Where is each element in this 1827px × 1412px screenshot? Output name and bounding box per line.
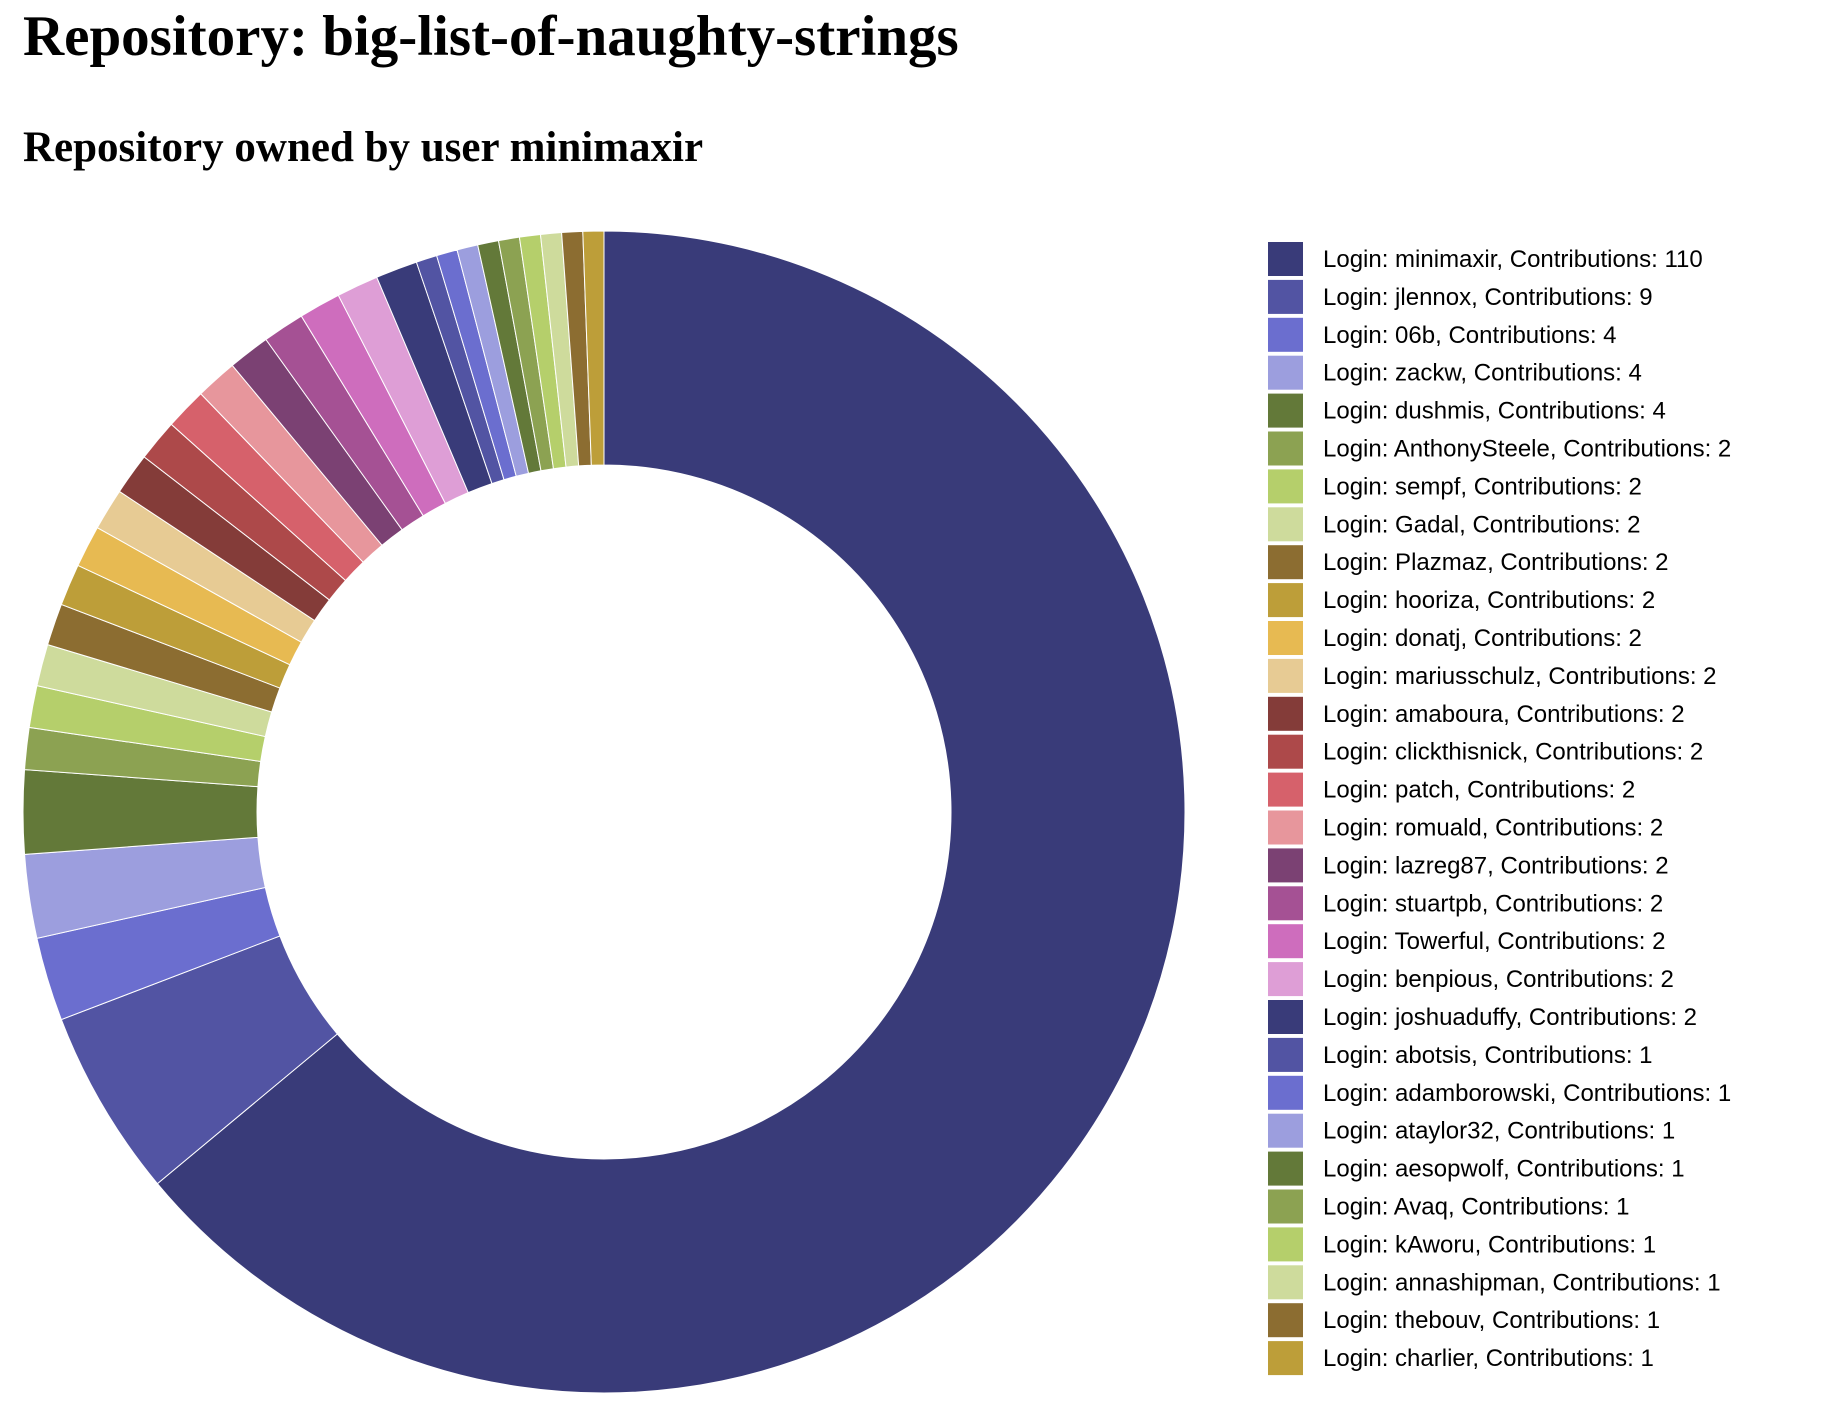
legend-item: Login: Towerful, Contributions: 2 (1268, 924, 1665, 959)
legend-label: Login: adamborowski, Contributions: 1 (1323, 1080, 1731, 1107)
legend-swatch (1268, 1151, 1303, 1186)
legend-label: Login: donatj, Contributions: 2 (1323, 625, 1642, 652)
legend-label: Login: clickthisnick, Contributions: 2 (1323, 739, 1703, 766)
legend-item: Login: patch, Contributions: 2 (1268, 772, 1635, 807)
legend-label: Login: joshuaduffy, Contributions: 2 (1323, 1004, 1697, 1031)
legend-label: Login: dushmis, Contributions: 4 (1323, 398, 1666, 425)
legend-label: Login: amaboura, Contributions: 2 (1323, 701, 1685, 728)
legend-label: Login: jlennox, Contributions: 9 (1323, 284, 1653, 311)
legend-item: Login: hooriza, Contributions: 2 (1268, 583, 1655, 618)
legend-label: Login: patch, Contributions: 2 (1323, 777, 1635, 804)
legend-swatch (1268, 469, 1303, 504)
slice-charlier[interactable] (582, 230, 605, 466)
legend-label: Login: annashipman, Contributions: 1 (1323, 1269, 1721, 1296)
page-subtitle: Repository owned by user minimaxir (23, 124, 704, 171)
legend-swatch (1268, 393, 1303, 428)
legend-item: Login: ataylor32, Contributions: 1 (1268, 1113, 1675, 1148)
legend-swatch (1268, 317, 1303, 352)
legend-swatch (1268, 545, 1303, 580)
legend-label: Login: aesopwolf, Contributions: 1 (1323, 1156, 1685, 1183)
legend-swatch (1268, 1265, 1303, 1300)
legend-label: Login: benpious, Contributions: 2 (1323, 966, 1674, 993)
legend-item: Login: 06b, Contributions: 4 (1268, 317, 1617, 352)
legend-label: Login: ataylor32, Contributions: 1 (1323, 1118, 1675, 1145)
legend-swatch (1268, 962, 1303, 997)
legend-item: Login: kAworu, Contributions: 1 (1268, 1227, 1656, 1262)
legend-swatch (1268, 848, 1303, 883)
legend-label: Login: Avaq, Contributions: 1 (1323, 1194, 1629, 1221)
legend-item: Login: romuald, Contributions: 2 (1268, 810, 1663, 845)
legend-item: Login: annashipman, Contributions: 1 (1268, 1265, 1721, 1300)
legend-label: Login: stuartpb, Contributions: 2 (1323, 890, 1663, 917)
legend-item: Login: adamborowski, Contributions: 1 (1268, 1075, 1731, 1110)
legend-item: Login: mariusschulz, Contributions: 2 (1268, 658, 1717, 693)
legend-swatch (1268, 1303, 1303, 1338)
legend-label: Login: Gadal, Contributions: 2 (1323, 511, 1641, 538)
legend-label: Login: Towerful, Contributions: 2 (1323, 928, 1665, 955)
legend-item: Login: charlier, Contributions: 1 (1268, 1341, 1654, 1376)
chart-legend: Login: minimaxir, Contributions: 110 Logi… (1268, 242, 1731, 1376)
legend-item: Login: zackw, Contributions: 4 (1268, 355, 1642, 390)
legend-label: Login: thebouv, Contributions: 1 (1323, 1307, 1660, 1334)
legend-label: Login: lazreg87, Contributions: 2 (1323, 852, 1669, 879)
legend-label: Login: mariusschulz, Contributions: 2 (1323, 663, 1717, 690)
legend-swatch (1268, 1341, 1303, 1376)
legend-label: Login: 06b, Contributions: 4 (1323, 322, 1617, 349)
legend-swatch (1268, 1227, 1303, 1262)
legend-item: Login: Gadal, Contributions: 2 (1268, 507, 1641, 542)
legend-label: Login: hooriza, Contributions: 2 (1323, 587, 1655, 614)
legend-swatch (1268, 1113, 1303, 1148)
legend-item: Login: stuartpb, Contributions: 2 (1268, 886, 1663, 921)
legend-swatch (1268, 1189, 1303, 1224)
legend-swatch (1268, 355, 1303, 390)
legend-item: Login: joshuaduffy, Contributions: 2 (1268, 1000, 1697, 1034)
legend-swatch (1268, 924, 1303, 959)
legend-swatch (1268, 696, 1303, 731)
legend-swatch (1268, 279, 1303, 314)
legend-item: Login: Avaq, Contributions: 1 (1268, 1189, 1629, 1224)
legend-swatch (1268, 734, 1303, 769)
legend-item: Login: amaboura, Contributions: 2 (1268, 696, 1685, 731)
legend-item: Login: lazreg87, Contributions: 2 (1268, 848, 1669, 883)
legend-swatch (1268, 658, 1303, 693)
legend-item: Login: Plazmaz, Contributions: 2 (1268, 545, 1669, 580)
legend-swatch (1268, 772, 1303, 807)
legend-label: Login: Plazmaz, Contributions: 2 (1323, 549, 1669, 576)
legend-label: Login: AnthonySteele, Contributions: 2 (1323, 436, 1731, 463)
legend-item: Login: AnthonySteele, Contributions: 2 (1268, 431, 1731, 466)
page-title: Repository: big-list-of-naughty-strings (23, 5, 959, 68)
donut-slices (22, 230, 1186, 1394)
legend-swatch (1268, 583, 1303, 618)
legend-label: Login: romuald, Contributions: 2 (1323, 815, 1663, 842)
legend-label: Login: abotsis, Contributions: 1 (1323, 1042, 1653, 1069)
legend-item: Login: clickthisnick, Contributions: 2 (1268, 734, 1703, 769)
legend-label: Login: sempf, Contributions: 2 (1323, 473, 1642, 500)
legend-swatch (1268, 1000, 1303, 1034)
legend-item: Login: donatj, Contributions: 2 (1268, 621, 1642, 655)
slice-minimaxir[interactable] (156, 230, 1186, 1394)
legend-swatch (1268, 507, 1303, 542)
legend-label: Login: charlier, Contributions: 1 (1323, 1345, 1654, 1372)
legend-swatch (1268, 1037, 1303, 1072)
legend-swatch (1268, 886, 1303, 921)
legend-item: Login: dushmis, Contributions: 4 (1268, 393, 1666, 428)
legend-swatch (1268, 1075, 1303, 1110)
legend-item: Login: benpious, Contributions: 2 (1268, 962, 1674, 997)
legend-swatch (1268, 242, 1303, 276)
legend-swatch (1268, 431, 1303, 466)
legend-item: Login: sempf, Contributions: 2 (1268, 469, 1642, 504)
legend-label: Login: zackw, Contributions: 4 (1323, 360, 1642, 387)
legend-item: Login: minimaxir, Contributions: 110 (1268, 242, 1703, 276)
legend-item: Login: jlennox, Contributions: 9 (1268, 279, 1653, 314)
legend-swatch (1268, 810, 1303, 845)
legend-item: Login: abotsis, Contributions: 1 (1268, 1037, 1653, 1072)
legend-swatch (1268, 621, 1303, 655)
legend-item: Login: aesopwolf, Contributions: 1 (1268, 1151, 1685, 1186)
legend-label: Login: kAworu, Contributions: 1 (1323, 1231, 1656, 1258)
legend-item: Login: thebouv, Contributions: 1 (1268, 1303, 1660, 1338)
legend-label: Login: minimaxir, Contributions: 110 (1323, 246, 1703, 273)
